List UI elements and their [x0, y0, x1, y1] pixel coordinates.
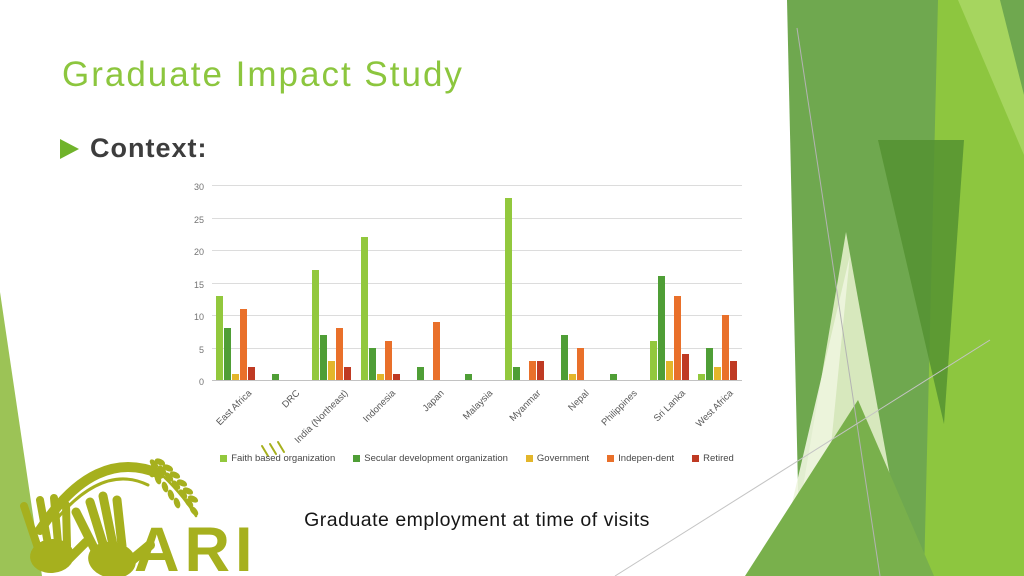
gridline — [212, 315, 742, 316]
bar — [577, 347, 585, 380]
bar — [384, 341, 392, 380]
category-label: West Africa — [694, 388, 736, 430]
bullet-triangle-icon — [60, 138, 79, 159]
gridline — [212, 217, 742, 219]
bar — [224, 328, 232, 380]
decor-diagonal-line — [796, 27, 881, 576]
legend-swatch-icon — [525, 455, 533, 462]
chart-caption: Graduate employment at time of visits — [304, 509, 650, 531]
bar — [649, 341, 657, 380]
category-label: Myanmar — [507, 388, 543, 424]
bar — [376, 373, 384, 380]
y-tick-label: 15 — [193, 279, 204, 290]
plot-area: 0 5 10 15 20 25 30 East Africa DRC India (Northea… — [194, 182, 742, 446]
legend-label: Government — [536, 453, 590, 464]
context-label: Context: — [90, 133, 208, 163]
bar — [529, 360, 537, 380]
bar — [681, 354, 689, 380]
wheat-arc-icon — [35, 462, 165, 535]
bar — [513, 367, 521, 380]
bar — [272, 373, 280, 380]
wheat-arc-inner-icon — [53, 477, 150, 523]
gridline — [212, 250, 742, 251]
bar — [232, 373, 240, 380]
bar — [697, 373, 705, 380]
legend-swatch-icon — [692, 455, 700, 462]
legend-label: Secular development organization — [364, 453, 508, 464]
y-tick-label: 25 — [193, 214, 204, 225]
legend-swatch-icon — [607, 455, 615, 462]
bar — [537, 360, 545, 380]
bar — [368, 347, 376, 380]
category-label: East Africa — [213, 388, 254, 428]
bar — [713, 367, 721, 380]
bar — [673, 295, 681, 380]
legend-item: Faith based organization — [220, 453, 335, 464]
gridline — [212, 185, 742, 186]
legend-label: Faith based organization — [231, 453, 336, 464]
bar — [705, 347, 713, 380]
bar — [561, 334, 569, 380]
legend-item: Secular development organization — [353, 453, 508, 464]
chart-legend: Faith based organization Secular developm… — [212, 453, 742, 464]
bar — [320, 334, 328, 380]
bar — [328, 360, 336, 380]
bar — [569, 373, 577, 380]
bar — [665, 360, 673, 380]
bar — [216, 295, 224, 380]
bar — [657, 276, 665, 380]
gridline — [212, 347, 742, 349]
category-label: Sri Lanka — [651, 388, 688, 425]
bar — [336, 328, 344, 380]
bar — [432, 321, 440, 380]
bar — [312, 269, 320, 380]
legend-item: Retired — [692, 453, 734, 464]
bar — [248, 367, 256, 380]
y-tick-label: 10 — [193, 312, 204, 322]
bar — [729, 360, 737, 380]
y-tick-label: 0 — [198, 377, 204, 387]
right-hand-icon — [71, 491, 155, 576]
category-label: Nepal — [565, 388, 592, 414]
bar — [505, 198, 513, 380]
bar — [609, 373, 617, 380]
category-label: Malaysia — [460, 388, 495, 423]
bar — [465, 373, 472, 380]
context-bullet-row: Context: — [60, 133, 208, 164]
gridline — [212, 380, 742, 381]
y-tick-label: 30 — [193, 182, 204, 192]
grain-stem-icon — [150, 464, 198, 518]
decor-left-wedge — [0, 292, 42, 576]
legend-label: Retired — [703, 453, 734, 464]
legend-swatch-icon — [220, 455, 228, 462]
bar — [360, 237, 368, 380]
left-hand-icon — [20, 494, 91, 574]
category-label: Indonesia — [361, 388, 399, 425]
bar — [392, 373, 400, 380]
bar — [344, 367, 352, 380]
gridline — [212, 282, 742, 284]
bar — [240, 308, 248, 380]
category-label: Philippines — [599, 388, 640, 429]
legend-item: Indepen-dent — [607, 453, 674, 464]
y-tick-label: 20 — [193, 247, 204, 257]
category-label: Japan — [420, 388, 447, 415]
y-tick-label: 5 — [198, 344, 204, 355]
legend-label: Indepen-dent — [618, 453, 675, 464]
grain-cluster-icon — [147, 458, 199, 516]
bar — [416, 367, 424, 380]
slide-title: Graduate Impact Study — [62, 55, 464, 94]
legend-swatch-icon — [353, 455, 361, 462]
bar — [721, 315, 729, 380]
category-label: DRC — [279, 388, 303, 411]
legend-item: Government — [525, 453, 590, 464]
